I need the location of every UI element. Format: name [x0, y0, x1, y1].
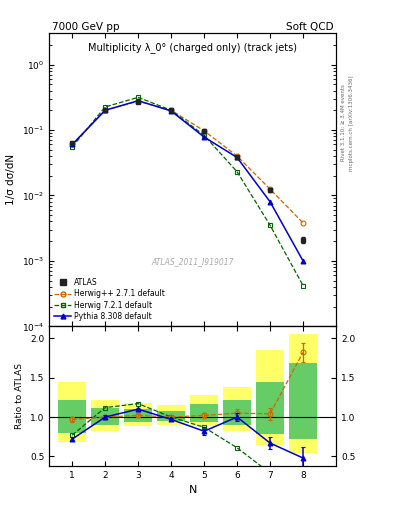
- Legend: ATLAS, Herwig++ 2.7.1 default, Herwig 7.2.1 default, Pythia 8.308 default: ATLAS, Herwig++ 2.7.1 default, Herwig 7.…: [53, 276, 167, 323]
- Text: 7000 GeV pp: 7000 GeV pp: [52, 22, 119, 32]
- Y-axis label: Ratio to ATLAS: Ratio to ATLAS: [15, 363, 24, 429]
- Text: ATLAS_2011_I919017: ATLAS_2011_I919017: [151, 258, 234, 266]
- Text: Soft QCD: Soft QCD: [286, 22, 333, 32]
- Y-axis label: 1/σ dσ/dN: 1/σ dσ/dN: [6, 154, 16, 205]
- X-axis label: N: N: [188, 485, 197, 495]
- Text: Rivet 3.1.10; ≥ 3.4M events: Rivet 3.1.10; ≥ 3.4M events: [341, 84, 346, 161]
- Text: mcplots.cern.ch [arXiv:1306.3436]: mcplots.cern.ch [arXiv:1306.3436]: [349, 75, 354, 170]
- Text: Multiplicity λ_0° (charged only) (track jets): Multiplicity λ_0° (charged only) (track …: [88, 42, 297, 53]
